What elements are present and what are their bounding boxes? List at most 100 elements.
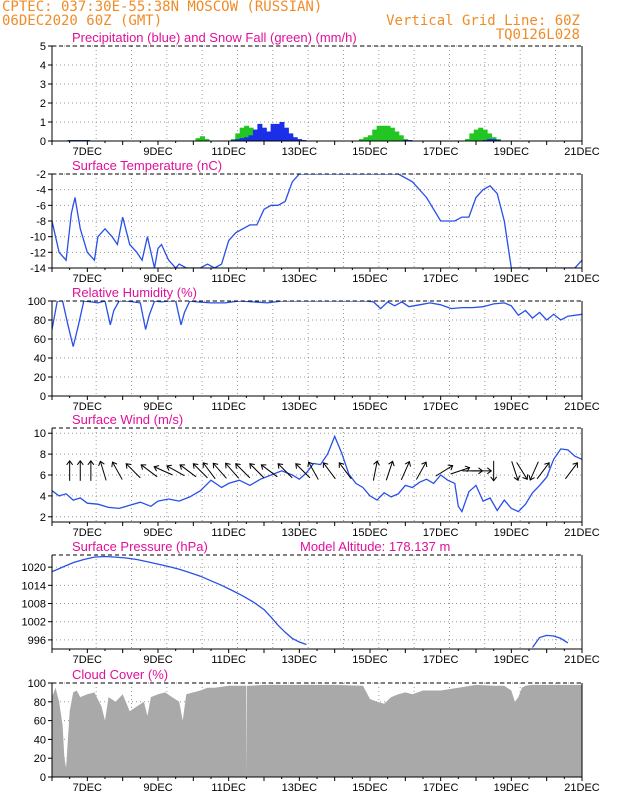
precip-bar <box>270 123 276 141</box>
x-tick-label: 17DEC <box>423 527 459 539</box>
y-tick-label: 10 <box>34 428 46 440</box>
x-tick-label: 7DEC <box>73 401 102 413</box>
precip-bar <box>363 137 369 141</box>
wind-arrow <box>338 462 352 480</box>
x-tick-label: 19DEC <box>494 273 530 285</box>
y-tick-label: -14 <box>30 263 46 275</box>
precip-bar <box>372 129 378 141</box>
y-tick-label: 60 <box>34 716 46 728</box>
panel-title: Relative Humidity (%) <box>72 285 197 300</box>
y-tick-label: -6 <box>36 200 46 212</box>
precip-bar <box>292 137 298 141</box>
precip-bar <box>473 129 479 141</box>
y-tick-label: -8 <box>36 216 46 228</box>
series-group <box>52 555 569 648</box>
wind-arrow <box>490 460 498 482</box>
precip-bar <box>381 125 387 141</box>
x-tick-label: 21DEC <box>564 782 600 794</box>
model-code: TQ0126L028 <box>495 27 580 43</box>
x-tick-label: 7DEC <box>73 527 102 539</box>
precip-bar <box>288 133 294 141</box>
precip-bar <box>487 139 493 141</box>
precip-bar <box>235 133 241 141</box>
x-tick-label: 13DEC <box>282 527 318 539</box>
x-tick-label: 13DEC <box>282 782 318 794</box>
precip-bar <box>261 127 267 141</box>
wind-arrow <box>471 467 493 475</box>
wind-arrow <box>322 462 336 480</box>
precip-bar <box>394 131 400 141</box>
x-tick-label: 11DEC <box>211 654 246 666</box>
wind-arrow <box>516 462 529 481</box>
precip-bar <box>398 135 404 141</box>
x-tick-label: 21DEC <box>564 654 600 666</box>
precip-bar <box>235 139 241 141</box>
precip-bar <box>367 135 373 141</box>
y-tick-label: 4 <box>40 60 46 72</box>
precip-bar <box>248 135 254 141</box>
precip-bar <box>469 133 475 141</box>
y-tick-label: -10 <box>30 232 46 244</box>
x-tick-label: 7DEC <box>73 782 102 794</box>
panel-precip: 0 1 2 3 4 5 7DEC 9DEC 11DEC 13DEC 15DEC 17DEC 19DEC 2… <box>40 30 600 158</box>
y-tick-label: 20 <box>34 753 46 765</box>
x-tick-label: 13DEC <box>282 146 318 158</box>
wind-arrow <box>192 463 208 479</box>
x-tick-label: 15DEC <box>352 654 388 666</box>
precip-bar <box>376 125 382 141</box>
panel-title: Precipitation (blue) and Snow Fall (gree… <box>72 30 357 45</box>
x-tick-label: 21DEC <box>564 401 600 413</box>
precip-bar <box>385 125 391 141</box>
precip-bar <box>252 129 258 141</box>
panel-rh: 0 20 40 60 80 100 7DEC 9DEC 11DEC 13DEC 15DEC 17DEC… <box>28 285 600 413</box>
series-group <box>52 301 582 347</box>
x-tick-label: 7DEC <box>73 146 102 158</box>
precip-bar <box>478 127 484 141</box>
precip-bar <box>491 139 497 141</box>
wind-arrow <box>76 459 84 481</box>
panel-cloud: 0 20 40 60 80 100 7DEC 9DEC 11DEC 13DEC 15DEC 17DEC… <box>28 667 600 794</box>
x-tick-label: 19DEC <box>494 654 530 666</box>
y-tick-label: -4 <box>36 185 46 197</box>
panel-annotation: Model Altitude: 178.137 m <box>300 539 450 554</box>
x-tick-label: 17DEC <box>423 146 459 158</box>
precip-bar <box>199 136 205 141</box>
wind-arrow <box>277 463 293 479</box>
precip-bar <box>239 127 245 141</box>
wind-arrow <box>125 463 141 479</box>
wind-arrow <box>66 459 74 481</box>
x-tick-label: 9DEC <box>143 782 172 794</box>
x-tick-label: 9DEC <box>143 654 172 666</box>
x-tick-label: 13DEC <box>282 654 318 666</box>
panel-title: Surface Temperature (nC) <box>72 158 222 173</box>
y-tick-label: 40 <box>34 353 46 365</box>
precip-bar <box>248 127 254 141</box>
y-tick-label: 996 <box>28 635 46 647</box>
wind-arrow <box>565 462 578 480</box>
x-tick-label: 9DEC <box>143 146 172 158</box>
precip-bar <box>297 139 303 141</box>
y-tick-label: 0 <box>40 136 46 148</box>
x-tick-label: 13DEC <box>282 273 318 285</box>
wind-line <box>52 434 582 514</box>
series-group <box>52 434 582 514</box>
wind-arrow <box>212 462 227 479</box>
pressure-line <box>531 634 569 648</box>
precip-bar <box>487 133 493 141</box>
x-tick-label: 21DEC <box>564 527 600 539</box>
y-tick-label: 4 <box>40 491 46 503</box>
x-tick-label: 11DEC <box>211 146 246 158</box>
panel-pres: 996 1002 1008 1014 1020 7DEC 9DEC 11DEC 13DEC 15D… <box>22 539 600 666</box>
x-tick-label: 19DEC <box>494 782 530 794</box>
x-tick-label: 15DEC <box>352 401 388 413</box>
wind-arrow <box>435 464 454 477</box>
wind-arrow <box>111 461 123 480</box>
precip-bar <box>204 139 210 141</box>
x-tick-label: 11DEC <box>211 527 246 539</box>
panel-title: Cloud Cover (%) <box>72 667 168 682</box>
wind-arrow <box>295 463 311 479</box>
precip-bar <box>389 127 395 141</box>
wind-arrow <box>536 462 550 480</box>
y-tick-label: 3 <box>40 79 46 91</box>
panel-temp: -14 -12 -10 -8 -6 -4 -2 7DEC 9DEC 11DEC 13DEC 15DEC… <box>30 158 600 285</box>
